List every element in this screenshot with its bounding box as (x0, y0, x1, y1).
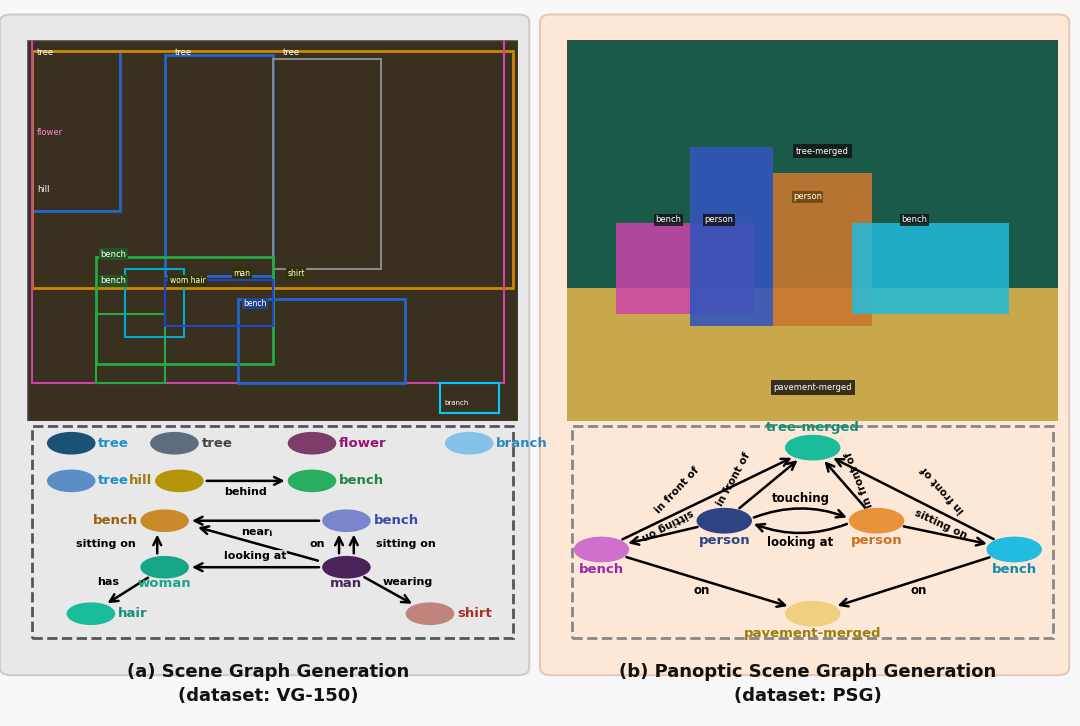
Text: person: person (851, 534, 903, 547)
Text: on: on (309, 539, 325, 549)
Circle shape (575, 537, 629, 562)
Text: bench: bench (901, 215, 927, 224)
Text: (dataset: PSG): (dataset: PSG) (734, 687, 881, 704)
Text: sitting on: sitting on (913, 507, 968, 540)
Bar (32, 52, 513, 287)
FancyBboxPatch shape (27, 40, 518, 421)
Circle shape (987, 537, 1041, 562)
Text: tree: tree (202, 437, 232, 449)
Polygon shape (773, 174, 872, 326)
Circle shape (48, 470, 95, 492)
Text: sitting on: sitting on (376, 539, 435, 549)
Polygon shape (852, 223, 1010, 314)
Text: in front of: in front of (843, 450, 875, 509)
Text: bench: bench (656, 215, 681, 224)
Text: tree: tree (98, 474, 130, 487)
Text: bench: bench (100, 276, 126, 285)
Text: shirt: shirt (457, 607, 491, 620)
Circle shape (323, 557, 370, 578)
Text: bench: bench (991, 563, 1037, 576)
Text: flower: flower (339, 437, 387, 449)
Text: bench: bench (100, 250, 126, 258)
Text: in front of: in front of (715, 452, 753, 508)
Polygon shape (690, 147, 773, 326)
Text: bench: bench (374, 514, 419, 527)
Bar (440, 383, 499, 414)
Text: branch: branch (497, 437, 548, 449)
Polygon shape (32, 425, 513, 638)
Text: behind: behind (225, 487, 267, 497)
Text: person: person (704, 215, 733, 224)
Text: bench: bench (243, 299, 267, 308)
Text: woman: woman (138, 577, 191, 590)
Text: pavement-merged: pavement-merged (744, 627, 881, 640)
Circle shape (785, 436, 840, 460)
Text: wom hair: wom hair (170, 276, 205, 285)
Text: bench: bench (93, 514, 137, 527)
FancyBboxPatch shape (567, 40, 1058, 421)
Bar (164, 55, 273, 276)
Text: tree: tree (98, 437, 130, 449)
Bar (32, 52, 120, 211)
Polygon shape (567, 287, 1058, 421)
Circle shape (446, 433, 492, 454)
Text: looking at: looking at (225, 551, 287, 561)
Text: in front of: in front of (653, 465, 702, 515)
Bar (96, 314, 164, 383)
Text: tree: tree (175, 47, 191, 57)
Text: tree: tree (37, 47, 54, 57)
Circle shape (48, 433, 95, 454)
Text: shirt: shirt (287, 269, 305, 277)
Text: branch: branch (445, 400, 469, 406)
Text: hair: hair (118, 607, 148, 620)
Circle shape (850, 508, 904, 533)
Text: man: man (233, 269, 251, 277)
Text: bench: bench (339, 474, 384, 487)
Circle shape (323, 510, 370, 531)
Text: (b) Panoptic Scene Graph Generation: (b) Panoptic Scene Graph Generation (619, 663, 997, 680)
Text: wearing: wearing (382, 576, 433, 587)
Circle shape (151, 433, 198, 454)
Text: hill: hill (37, 184, 50, 194)
Circle shape (141, 510, 188, 531)
Text: touching: touching (771, 492, 829, 505)
Circle shape (288, 433, 336, 454)
Circle shape (156, 470, 203, 492)
Text: on: on (910, 584, 927, 597)
Text: person: person (699, 534, 751, 547)
Bar (164, 280, 273, 326)
Circle shape (288, 470, 336, 492)
Text: looking at: looking at (767, 537, 834, 550)
Bar (125, 269, 185, 337)
Text: bench: bench (579, 563, 624, 576)
Text: (a) Scene Graph Generation: (a) Scene Graph Generation (126, 663, 409, 680)
Polygon shape (616, 223, 754, 314)
Text: person: person (793, 192, 822, 201)
Text: (dataset: VG-150): (dataset: VG-150) (177, 687, 359, 704)
Text: in front of: in front of (919, 464, 967, 515)
Circle shape (698, 508, 752, 533)
Text: on: on (694, 584, 711, 597)
Text: has: has (97, 576, 119, 587)
Text: tree-merged: tree-merged (796, 147, 849, 155)
Text: man: man (330, 577, 363, 590)
Text: hill: hill (129, 474, 152, 487)
Text: on: on (257, 528, 273, 538)
Text: flower: flower (37, 128, 63, 136)
Text: tree: tree (283, 47, 299, 57)
Circle shape (785, 602, 840, 626)
Circle shape (141, 557, 188, 578)
Circle shape (67, 603, 114, 624)
Text: sitting on: sitting on (640, 507, 696, 542)
Text: sitting on: sitting on (76, 539, 135, 549)
Polygon shape (572, 425, 1053, 638)
Text: pavement-merged: pavement-merged (773, 383, 852, 392)
Text: near: near (241, 527, 270, 537)
Text: tree-merged: tree-merged (766, 421, 860, 434)
Bar (273, 59, 381, 269)
Bar (96, 257, 273, 364)
Circle shape (406, 603, 454, 624)
Bar (239, 299, 405, 383)
